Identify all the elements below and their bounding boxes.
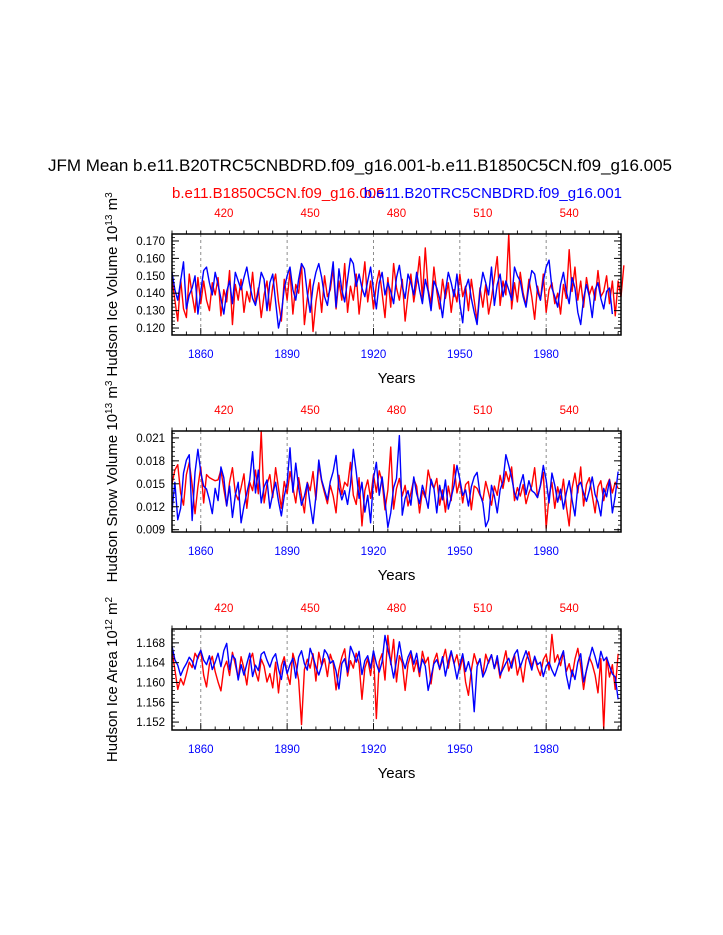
hudson-snow-volume-bottom-x-tick-label: 1920 [361,546,387,558]
y-label-unit-exponent: 3 [104,192,115,198]
hudson-ice-area-y-tick-label: 1.164 [136,658,165,670]
hudson-ice-area-top-x-tick-label: 450 [301,603,320,615]
y-label-text: Hudson Ice Volume 10 [104,226,121,377]
hudson-snow-volume-blue-series-line [171,434,619,529]
hudson-ice-volume-top-x-tick-label: 510 [473,208,492,220]
hudson-ice-area-y-tick-label: 1.152 [136,717,165,729]
hudson-ice-area-bottom-x-tick-label: 1920 [361,744,387,756]
hudson-ice-area-bottom-x-tick-label: 1860 [188,744,214,756]
hudson-ice-volume-top-x-tick-label: 540 [560,208,579,220]
hudson-ice-volume-bottom-x-tick-label: 1980 [533,349,559,361]
hudson-ice-area-y-tick-label: 1.168 [136,638,165,650]
hudson-ice-area-red-series-line [171,633,619,730]
hudson-ice-volume-top-x-tick-label: 480 [387,208,406,220]
hudson-snow-volume-panel: 0.009 0.012 0.015 0.018 0.021 1860 1890 1920 195… [104,380,622,584]
hudson-ice-area-y-axis-label: Hudson Ice Area 1012 m2 [104,597,122,763]
hudson-snow-volume-top-x-tick-label: 450 [301,405,320,417]
figure-title: JFM Mean b.e11.B20TRC5CNBDRD.f09_g16.001… [48,156,672,175]
hudson-ice-volume-blue-series-line [171,257,614,329]
hudson-snow-volume-top-x-tick-label: 420 [214,405,233,417]
hudson-snow-volume-red-series-line [171,430,619,529]
hudson-ice-area-blue-series-line [171,634,619,713]
hudson-ice-volume-y-tick-label: 0.130 [136,306,165,318]
hudson-snow-volume-top-x-tick-label: 480 [387,405,406,417]
hudson-snow-volume-top-x-tick-label: 510 [473,405,492,417]
subtitle-red-run: b.e11.B1850C5CN.f09_g16.005 [172,185,384,202]
hudson-ice-volume-bottom-x-tick-label: 1920 [361,349,387,361]
hudson-snow-volume-top-x-tick-label: 540 [560,405,579,417]
y-label-unit: m [104,603,121,620]
hudson-ice-volume-x-axis-label: Years [378,370,416,387]
y-label-unit: m [104,386,121,403]
hudson-ice-area-y-tick-label: 1.156 [136,697,165,709]
hudson-snow-volume-y-tick-label: 0.018 [136,456,165,468]
hudson-snow-volume-bottom-x-tick-label: 1950 [447,546,473,558]
hudson-snow-volume-bottom-x-tick-label: 1890 [274,546,300,558]
hudson-snow-volume-x-axis-label: Years [378,567,416,584]
hudson-ice-volume-bottom-x-tick-label: 1860 [188,349,214,361]
hudson-ice-volume-y-tick-label: 0.140 [136,288,165,300]
y-label-exponent: 13 [104,402,115,414]
hudson-snow-volume-y-tick-label: 0.012 [136,502,165,514]
hudson-snow-volume-plot-frame [171,430,622,533]
hudson-snow-volume-y-tick-label: 0.009 [136,525,165,537]
hudson-ice-area-top-x-tick-label: 540 [560,603,579,615]
hudson-snow-volume-y-axis-label: Hudson Snow Volume 1013 m3 [104,380,122,582]
subtitle-blue-run: b.e11.B20TRC5CNBDRD.f09_g16.001 [364,185,622,202]
y-label-text: Hudson Ice Area 10 [104,630,121,762]
y-label-unit-exponent: 2 [104,597,115,603]
hudson-snow-volume-bottom-x-tick-label: 1860 [188,546,214,558]
hudson-ice-volume-bottom-x-tick-label: 1890 [274,349,300,361]
hudson-ice-area-bottom-x-tick-label: 1890 [274,744,300,756]
hudson-ice-area-y-tick-label: 1.160 [136,677,165,689]
hudson-ice-area-plot-frame [171,628,622,731]
hudson-ice-area-panel: 1.152 1.156 1.160 1.164 1.168 1860 1890 1920 195… [104,597,622,782]
hudson-ice-volume-top-x-tick-label: 450 [301,208,320,220]
y-label-exponent: 12 [104,619,115,631]
hudson-ice-volume-y-tick-label: 0.170 [136,236,165,248]
y-label-exponent: 13 [104,214,115,226]
hudson-ice-volume-y-axis-label: Hudson Ice Volume 1013 m3 [104,192,122,377]
y-label-unit-exponent: 3 [104,380,115,386]
hudson-ice-area-x-axis-label: Years [378,765,416,782]
y-label-unit: m [104,198,121,215]
hudson-ice-volume-bottom-x-tick-label: 1950 [447,349,473,361]
hudson-ice-volume-y-tick-label: 0.150 [136,271,165,283]
hudson-snow-volume-bottom-x-tick-label: 1980 [533,546,559,558]
hudson-snow-volume-y-tick-label: 0.021 [136,433,165,445]
hudson-ice-area-top-x-tick-label: 420 [214,603,233,615]
hudson-ice-volume-plot-frame [171,233,622,336]
hudson-ice-area-bottom-x-tick-label: 1950 [447,744,473,756]
hudson-ice-volume-panel: 0.120 0.130 0.140 0.150 0.160 0.170 1860 1890 19… [104,192,625,387]
hudson-ice-area-top-x-tick-label: 480 [387,603,406,615]
hudson-snow-volume-y-tick-label: 0.015 [136,479,165,491]
hudson-ice-volume-top-x-tick-label: 420 [214,208,233,220]
hudson-ice-volume-red-series-line [171,233,625,333]
hudson-ice-area-top-x-tick-label: 510 [473,603,492,615]
y-label-text: Hudson Snow Volume 10 [104,414,121,582]
hudson-ice-volume-y-tick-label: 0.160 [136,253,165,265]
hudson-ice-area-bottom-x-tick-label: 1980 [533,744,559,756]
hudson-ice-volume-y-tick-label: 0.120 [136,323,165,335]
